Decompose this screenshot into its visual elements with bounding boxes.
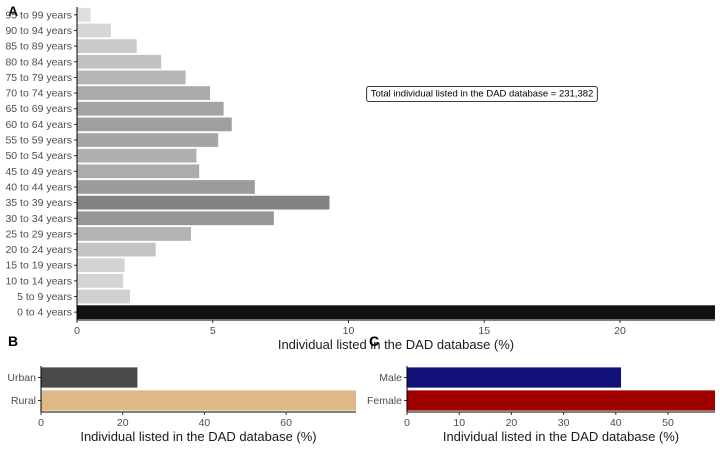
bar-40-to-44-years [77,180,255,194]
bar-5-to-9-years [77,289,130,304]
x-axis-title: Individual listed in the DAD database (%… [80,429,316,444]
x-tick-label: 60 [280,417,292,429]
x-tick-label: 0 [74,325,80,337]
bar-60-to-64-years [77,117,232,132]
y-tick-label: Female [367,395,402,407]
bar-35-to-39-years [77,195,330,210]
bar-65-to-69-years [77,101,224,116]
bar-45-to-49-years [77,164,200,179]
y-tick-label: 0 to 4 years [17,307,72,319]
x-tick-label: 0 [38,417,44,429]
x-tick-label: 15 [478,325,490,337]
bar-15-to-19-years [77,258,125,273]
y-tick-label: 95 to 99 years [5,9,72,21]
y-tick-label: 35 to 39 years [5,197,72,209]
x-tick-label: 40 [610,417,622,429]
bar-20-to-24-years [77,242,156,257]
y-tick-label: 75 to 79 years [5,72,72,84]
bar-80-to-84-years [77,54,162,69]
x-axis-title: Individual listed in the DAD database (%… [278,337,514,352]
y-tick-label: 5 to 9 years [17,291,72,303]
y-tick-label: 60 to 64 years [5,119,72,131]
x-tick-label: 10 [453,417,465,429]
y-tick-label: Urban [7,372,36,384]
x-tick-label: 20 [614,325,626,337]
bar-rural [41,390,356,411]
x-tick-label: 40 [199,417,211,429]
x-tick-label: 0 [404,417,410,429]
y-tick-label: 40 to 44 years [5,181,72,193]
x-tick-label: 5 [210,325,216,337]
panel-tag: A [8,3,18,19]
bar-10-to-14-years [77,273,124,288]
bar-0-to-4-years [77,305,715,320]
panel-a-age-distribution: A 0 to 4 years 5 to 9 years 10 to 14 years 1… [5,3,715,352]
y-tick-label: 70 to 74 years [5,88,72,100]
y-tick-label: 80 to 84 years [5,56,72,68]
y-tick-label: 65 to 69 years [5,103,72,115]
y-tick-label: 90 to 94 years [5,25,72,37]
bar-male [407,367,622,388]
bar-95-to-99-years [77,7,91,22]
x-tick-label: 30 [558,417,570,429]
y-tick-label: 85 to 89 years [5,41,72,53]
y-tick-label: 30 to 34 years [5,213,72,225]
x-tick-label: 10 [343,325,355,337]
y-tick-label: 20 to 24 years [5,244,72,256]
bar-55-to-59-years [77,133,219,147]
panel-tag: C [369,333,379,349]
x-tick-label: 20 [117,417,129,429]
bar-30-to-34-years [77,211,274,226]
panel-tag: B [8,333,18,349]
y-tick-label: 25 to 29 years [5,228,72,240]
x-tick-label: 20 [506,417,518,429]
bar-75-to-79-years [77,70,186,85]
total-annotation-text: Total individual listed in the DAD datab… [371,89,594,100]
x-axis-title: Individual listed in the DAD database (%… [443,429,679,444]
bar-85-to-89-years [77,39,137,54]
bar-70-to-74-years [77,86,211,100]
bar-90-to-94-years [77,23,111,38]
y-tick-label: 50 to 54 years [5,150,72,162]
y-tick-label: Rural [11,395,36,407]
y-tick-label: 45 to 49 years [5,166,72,178]
bar-50-to-54-years [77,148,197,163]
total-annotation-box [366,86,598,102]
y-tick-label: 55 to 59 years [5,135,72,147]
bar-female [407,390,715,411]
y-tick-label: 15 to 19 years [5,260,72,272]
bar-urban [41,367,138,388]
y-tick-label: 10 to 14 years [5,275,72,287]
bar-25-to-29-years [77,227,192,241]
x-tick-label: 50 [662,417,674,429]
y-tick-label: Male [379,372,402,384]
